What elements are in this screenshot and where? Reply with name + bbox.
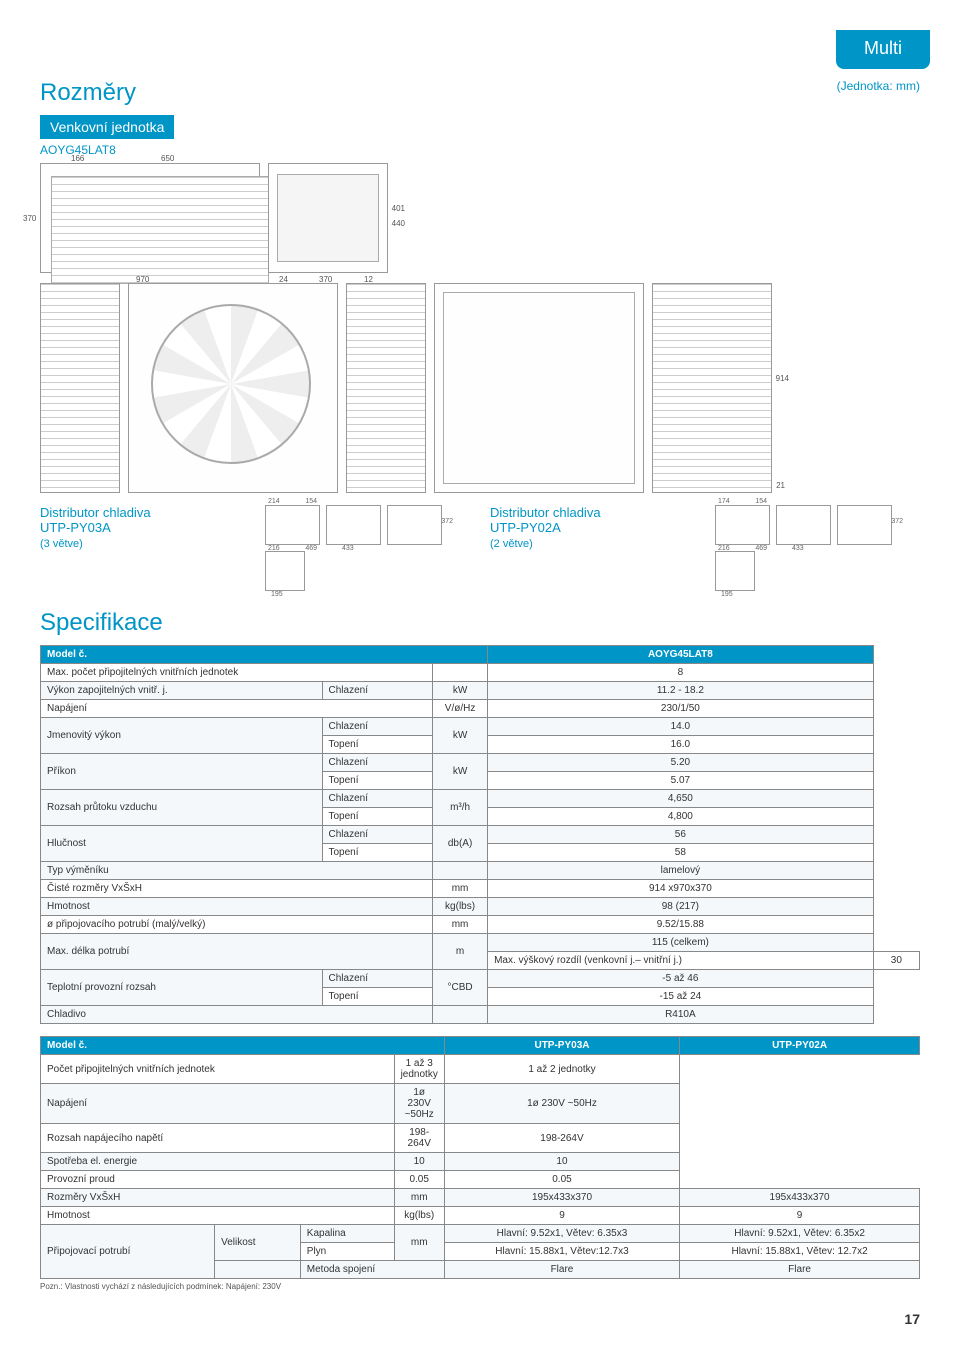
table-row: Čisté rozměry VxŠxHmm914 x970x370 [41,880,920,898]
table-row: Rozsah průtoku vzduchuChlazením³/h4,650 [41,790,920,808]
table-row: Výkon zapojitelných vnitř. j.ChlazeníkW1… [41,682,920,700]
table-row: Max. délka potrubím115 (celkem) [41,934,920,952]
table-row: Jmenovitý výkonChlazeníkW14.0 [41,718,920,736]
dim: 914 [776,374,789,383]
dim: 401 [392,204,405,213]
diagram-outdoor-left [40,283,120,493]
table-row: Počet připojitelných vnitřních jednotek1… [41,1055,920,1084]
spec-table-2: Model č. UTP-PY03A UTP-PY02A Počet připo… [40,1036,920,1279]
diagram-outdoor-side: 401 440 24 370 12 [268,163,388,273]
spec-table-1: Model č. AOYG45LAT8 Max. počet připojite… [40,645,920,1024]
page-number: 17 [40,1311,920,1327]
spec2-col1: UTP-PY03A [444,1037,679,1055]
outdoor-label: Venkovní jednotka [40,115,174,139]
spec2-model-header: Model č. [41,1037,445,1055]
diagram-outdoor-back [434,283,644,493]
table-row: Max. počet připojitelných vnitřních jedn… [41,664,920,682]
dim: 166 [71,154,84,163]
spec-title: Specifikace [40,609,920,637]
dim: 21 [776,481,785,490]
table-row: Hmotnostkg(lbs)98 (217) [41,898,920,916]
dim: 440 [392,219,405,228]
diagram-outdoor-mid [346,283,426,493]
table-row: Typ výměníkulamelový [41,862,920,880]
table-row: ChladivoR410A [41,1006,920,1024]
table-row: Připojovací potrubíVelikostKapalinammHla… [41,1225,920,1243]
dim: 370 [23,214,36,223]
dist-a-title: Distributor chladiva UTP-PY03A (3 větve) [40,505,245,550]
unit-note: (Jednotka: mm) [837,79,920,93]
diagram-outdoor-fan [128,283,338,493]
table-row: Rozsah napájecího napětí198-264V198-264V [41,1124,920,1153]
rozmery-title: Rozměry [40,79,920,107]
spec1-model-header: Model č. [41,646,488,664]
dist-a-diagrams: 214154216469 433 372 195 [265,505,470,591]
table-row: HlučnostChlazenídb(A)56 [41,826,920,844]
dist-b-title: Distributor chladiva UTP-PY02A (2 větve) [490,505,695,550]
table-row: Napájení1ø 230V ~50Hz1ø 230V ~50Hz [41,1084,920,1124]
table-row: Spotřeba el. energie1010 [41,1153,920,1171]
diagram-outdoor-right: 914 21 [652,283,772,493]
spec2-col2: UTP-PY02A [680,1037,920,1055]
spec2-footnote: Pozn.: Vlastnosti vychází z následujícíc… [40,1282,920,1291]
diagram-outdoor-front: 166 650 370 970 [40,163,260,273]
table-row: Provozní proud0.050.05 [41,1171,920,1189]
dim: 650 [161,154,174,163]
table-row: Teplotní provozní rozsahChlazení°CBD-5 a… [41,970,920,988]
spec1-model-value: AOYG45LAT8 [488,646,874,664]
table-row: Rozměry VxŠxHmm195x433x370195x433x370 [41,1189,920,1207]
table-row: PříkonChlazeníkW5.20 [41,754,920,772]
dist-b-diagrams: 174154216469 433 372 195 [715,505,920,591]
table-row: ø připojovacího potrubí (malý/velký)mm9.… [41,916,920,934]
table-row: NapájeníV/ø/Hz230/1/50 [41,700,920,718]
table-row: Hmotnostkg(lbs)99 [41,1207,920,1225]
header-tab: Multi [836,30,930,69]
